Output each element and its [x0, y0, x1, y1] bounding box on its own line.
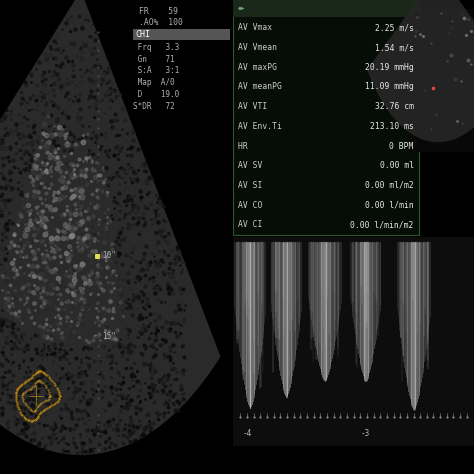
Wedge shape [367, 0, 474, 142]
Text: 0.00 l/min/m2: 0.00 l/min/m2 [350, 220, 414, 229]
Text: AV meanPG: AV meanPG [238, 82, 282, 91]
Text: 32.76 cm: 32.76 cm [375, 102, 414, 111]
Text: Frq   3.3: Frq 3.3 [133, 43, 179, 52]
Text: AV maxPG: AV maxPG [238, 63, 282, 72]
Text: ◆▶: ◆▶ [238, 6, 246, 11]
Text: Gn    71: Gn 71 [133, 55, 174, 64]
Text: 0 BPM: 0 BPM [390, 142, 414, 151]
Text: AV Vmax: AV Vmax [238, 23, 282, 32]
FancyBboxPatch shape [233, 0, 419, 235]
Text: AV CO: AV CO [238, 201, 282, 210]
Text: FR    59: FR 59 [139, 7, 178, 16]
Text: AV SI: AV SI [238, 181, 282, 190]
FancyBboxPatch shape [133, 29, 230, 40]
Text: AV Env.Ti: AV Env.Ti [238, 122, 282, 131]
Text: AV VTI: AV VTI [238, 102, 282, 111]
Text: D    19.0: D 19.0 [133, 90, 179, 99]
Text: 2.25 m/s: 2.25 m/s [375, 23, 414, 32]
FancyBboxPatch shape [233, 237, 474, 446]
Text: 0.00 ml: 0.00 ml [380, 161, 414, 170]
Text: AV SV: AV SV [238, 161, 282, 170]
Text: 15": 15" [102, 332, 116, 341]
Wedge shape [0, 0, 220, 455]
FancyBboxPatch shape [233, 0, 419, 17]
Text: 0.00 l/min: 0.00 l/min [365, 201, 414, 210]
Text: 11.09 mmHg: 11.09 mmHg [365, 82, 414, 91]
Text: 1.54 m/s: 1.54 m/s [375, 43, 414, 52]
Text: 0.00 ml/m2: 0.00 ml/m2 [365, 181, 414, 190]
Text: AV Vmean: AV Vmean [238, 43, 282, 52]
Text: HR: HR [238, 142, 282, 151]
Text: S*DR   72: S*DR 72 [133, 102, 174, 111]
Text: S:A   3:1: S:A 3:1 [133, 66, 179, 75]
Text: Map  A/0: Map A/0 [133, 78, 174, 87]
FancyBboxPatch shape [409, 9, 474, 152]
Text: .AO%  100: .AO% 100 [139, 18, 182, 27]
Text: 10": 10" [102, 252, 116, 260]
Text: 213.10 ms: 213.10 ms [370, 122, 414, 131]
Text: 20.19 mmHg: 20.19 mmHg [365, 63, 414, 72]
Text: -3: -3 [361, 429, 370, 438]
Text: -4: -4 [243, 429, 252, 438]
Text: AV CI: AV CI [238, 220, 282, 229]
Text: CHI: CHI [135, 30, 150, 39]
